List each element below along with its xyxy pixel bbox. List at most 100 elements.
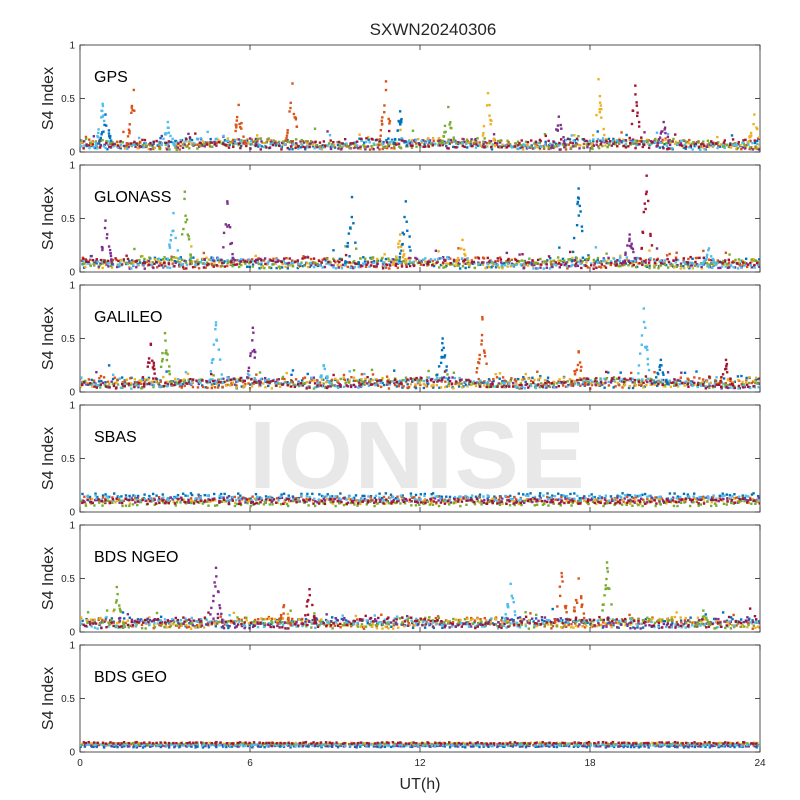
data-point bbox=[369, 378, 373, 381]
data-point bbox=[638, 262, 641, 265]
data-point bbox=[721, 145, 725, 148]
data-point bbox=[109, 145, 112, 148]
data-point bbox=[628, 237, 631, 240]
data-point bbox=[304, 256, 307, 259]
data-point bbox=[561, 257, 565, 261]
data-point bbox=[462, 259, 466, 263]
data-point bbox=[652, 264, 656, 267]
data-point bbox=[427, 376, 431, 379]
data-point bbox=[531, 500, 534, 504]
data-point bbox=[180, 386, 183, 389]
data-point bbox=[524, 140, 528, 144]
data-point bbox=[292, 383, 295, 386]
data-point bbox=[160, 264, 163, 267]
data-point bbox=[176, 146, 179, 149]
data-point bbox=[126, 147, 129, 151]
data-point bbox=[501, 267, 504, 270]
data-point bbox=[138, 379, 141, 382]
data-point bbox=[571, 142, 575, 145]
data-point bbox=[646, 263, 650, 267]
data-point bbox=[649, 498, 653, 501]
data-point bbox=[352, 496, 356, 500]
data-point bbox=[271, 259, 275, 263]
data-point bbox=[736, 146, 740, 150]
data-point bbox=[392, 380, 395, 383]
data-point bbox=[185, 218, 189, 221]
data-point bbox=[274, 144, 278, 147]
data-point bbox=[749, 139, 752, 143]
data-point bbox=[472, 382, 475, 385]
data-point bbox=[406, 229, 409, 232]
data-point bbox=[758, 143, 760, 147]
data-point bbox=[713, 262, 717, 265]
data-point bbox=[690, 264, 694, 267]
data-point bbox=[179, 383, 183, 386]
data-point bbox=[132, 261, 135, 264]
data-point bbox=[536, 258, 540, 262]
data-point bbox=[296, 383, 300, 386]
data-point bbox=[138, 258, 141, 262]
data-point bbox=[147, 263, 151, 266]
data-point bbox=[188, 501, 191, 504]
data-point bbox=[346, 378, 350, 381]
data-point bbox=[581, 378, 584, 382]
data-point bbox=[642, 498, 645, 501]
data-point bbox=[655, 131, 659, 134]
data-point bbox=[530, 139, 533, 142]
data-point bbox=[447, 384, 451, 388]
data-point bbox=[128, 261, 131, 264]
data-point bbox=[283, 377, 286, 381]
data-point bbox=[519, 382, 523, 385]
data-point bbox=[209, 370, 213, 373]
data-point bbox=[538, 146, 542, 150]
data-point bbox=[616, 258, 619, 262]
data-point bbox=[349, 266, 352, 270]
data-point bbox=[633, 256, 637, 260]
data-point bbox=[164, 264, 167, 268]
data-point bbox=[461, 265, 465, 268]
data-point bbox=[171, 137, 174, 141]
data-point bbox=[85, 381, 88, 385]
data-point bbox=[653, 261, 657, 265]
data-point bbox=[279, 145, 283, 148]
data-point bbox=[603, 133, 606, 137]
data-point bbox=[123, 385, 126, 388]
data-point bbox=[622, 144, 625, 148]
data-point bbox=[217, 140, 221, 144]
data-point bbox=[349, 385, 353, 389]
data-point bbox=[447, 262, 450, 266]
data-point bbox=[533, 378, 536, 382]
data-point bbox=[582, 377, 586, 380]
data-point bbox=[172, 500, 175, 504]
data-point bbox=[385, 145, 388, 148]
data-point bbox=[397, 384, 401, 388]
data-point bbox=[532, 381, 535, 385]
data-point bbox=[300, 138, 304, 142]
data-point bbox=[292, 261, 295, 264]
data-point bbox=[501, 381, 504, 385]
data-point bbox=[212, 265, 215, 268]
data-point bbox=[645, 139, 649, 143]
data-point bbox=[612, 142, 615, 146]
data-point bbox=[189, 492, 193, 495]
data-point bbox=[253, 497, 256, 500]
data-point bbox=[520, 383, 523, 387]
data-point bbox=[441, 500, 444, 503]
data-point bbox=[375, 264, 379, 268]
data-point bbox=[432, 380, 435, 384]
data-point bbox=[670, 147, 674, 150]
data-point bbox=[144, 141, 148, 145]
data-point bbox=[166, 353, 169, 356]
data-point bbox=[294, 116, 298, 120]
data-point bbox=[447, 378, 450, 381]
data-point bbox=[330, 501, 333, 504]
data-point bbox=[654, 376, 658, 379]
data-point bbox=[720, 143, 723, 146]
data-point bbox=[621, 386, 624, 389]
data-point bbox=[525, 498, 529, 501]
data-point bbox=[174, 381, 177, 385]
data-point bbox=[179, 496, 183, 499]
data-point bbox=[368, 379, 371, 382]
data-point bbox=[260, 140, 263, 143]
data-point bbox=[583, 381, 587, 385]
